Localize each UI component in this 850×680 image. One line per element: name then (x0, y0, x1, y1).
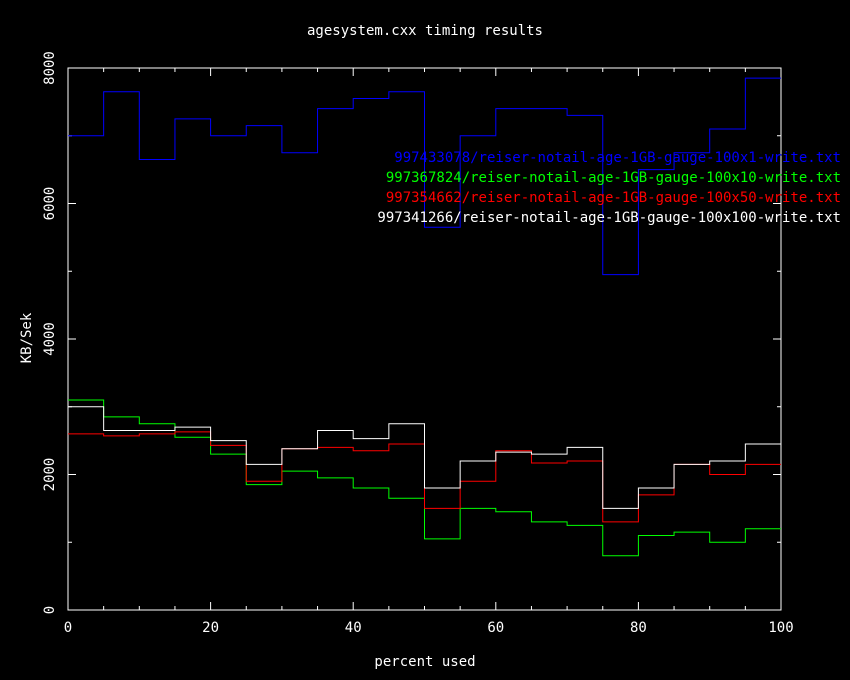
y-tick-label: 0 (42, 606, 58, 614)
legend: 997433078/reiser-notail-age-1GB-gauge-10… (377, 150, 841, 226)
x-tick-label: 100 (768, 620, 793, 636)
axis-tick-labels: 0 20 40 60 80 100 0 2000 4000 6000 8000 (42, 51, 794, 636)
y-tick-label: 4000 (42, 322, 58, 356)
series-line-1 (68, 77, 781, 276)
legend-entry-2: 997367824/reiser-notail-age-1GB-gauge-10… (386, 170, 841, 186)
x-tick-label: 0 (64, 620, 72, 636)
x-axis-label: percent used (374, 654, 475, 670)
series-layer (68, 77, 781, 557)
chart-title: agesystem.cxx timing results (307, 23, 543, 39)
y-tick-label: 6000 (42, 187, 58, 221)
y-axis-label: KB/Sek (19, 312, 35, 363)
axis-ticks (67, 67, 782, 611)
y-tick-label: 2000 (42, 458, 58, 492)
x-tick-label: 20 (202, 620, 219, 636)
x-tick-label: 80 (630, 620, 647, 636)
x-tick-label: 40 (345, 620, 362, 636)
legend-entry-1: 997433078/reiser-notail-age-1GB-gauge-10… (394, 150, 841, 166)
y-tick-label: 8000 (42, 51, 58, 85)
series-line-4 (68, 406, 781, 509)
legend-entry-4: 997341266/reiser-notail-age-1GB-gauge-10… (377, 210, 841, 226)
series-line-2 (68, 399, 781, 557)
x-tick-label: 60 (487, 620, 504, 636)
legend-entry-3: 997354662/reiser-notail-age-1GB-gauge-10… (386, 190, 841, 206)
